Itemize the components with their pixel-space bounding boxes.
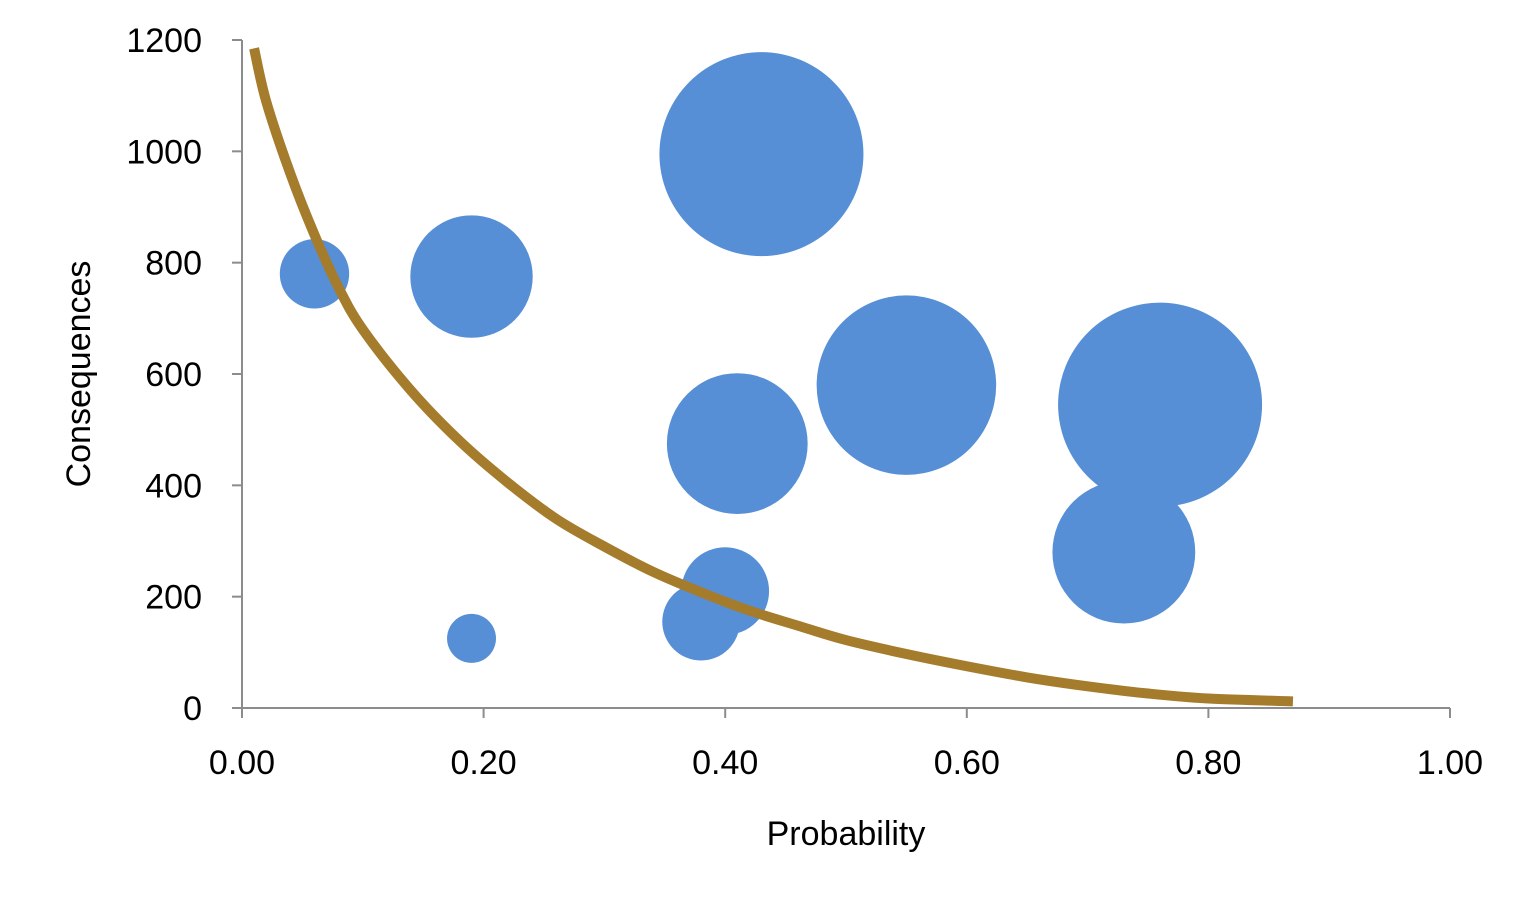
y-tick-label: 600: [145, 356, 202, 394]
y-tick-label: 800: [145, 245, 202, 283]
y-tick-label: 200: [145, 579, 202, 617]
bubble-point: [666, 373, 808, 514]
risk-curve-line: [249, 47, 1294, 707]
bubble-point: [279, 239, 350, 309]
x-ticks: 0.00 0.20 0.40 0.60 0.80 1.00: [209, 708, 1483, 782]
y-tick-label: 1200: [126, 22, 202, 60]
y-ticks: 0 200 400 600 800 1000 1200: [126, 22, 242, 728]
x-tick-label: 0.40: [692, 744, 758, 782]
bubble-point: [816, 295, 997, 475]
x-tick-label: 0.80: [1175, 744, 1241, 782]
y-axis-title: Consequences: [60, 261, 98, 488]
x-tick-label: 1.00: [1417, 744, 1483, 782]
x-tick-label: 0.00: [209, 744, 275, 782]
bubble-point: [1058, 302, 1263, 507]
bubble-point: [447, 613, 496, 663]
y-tick-label: 400: [145, 467, 202, 505]
bubbles-layer: [279, 52, 1263, 663]
bubble-point: [410, 215, 533, 338]
x-axis-title: Probability: [767, 815, 926, 853]
bubble-point: [659, 52, 864, 257]
x-tick-label: 0.20: [451, 744, 517, 782]
x-tick-label: 0.60: [934, 744, 1000, 782]
curve-layer: [249, 47, 1294, 707]
bubble-point: [1052, 480, 1196, 624]
y-tick-label: 0: [183, 690, 202, 728]
y-tick-label: 1000: [126, 133, 202, 171]
